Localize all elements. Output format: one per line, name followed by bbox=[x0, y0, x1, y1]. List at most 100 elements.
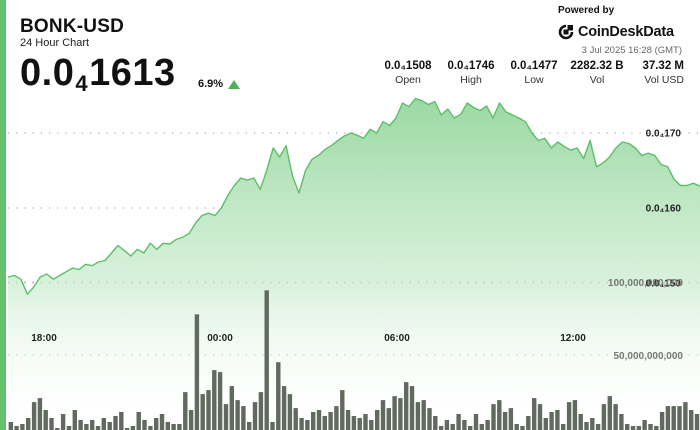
chart-subtitle: 24 Hour Chart bbox=[20, 37, 90, 49]
volume-bar bbox=[462, 420, 467, 430]
volume-bar bbox=[188, 410, 194, 430]
volume-bar bbox=[654, 426, 659, 430]
volume-layer bbox=[8, 290, 700, 430]
volume-bar bbox=[561, 424, 566, 430]
volume-bar bbox=[630, 426, 636, 430]
volume-bar bbox=[200, 394, 205, 430]
volume-bar bbox=[380, 400, 386, 430]
volume-bar bbox=[183, 392, 188, 430]
stat-value: 2282.32 B bbox=[570, 60, 624, 72]
y-tick-label: 0.0₄170 bbox=[646, 129, 682, 140]
stat-value: 0.0₄1508 bbox=[384, 60, 432, 72]
volume-bar bbox=[159, 414, 165, 430]
volume-bar bbox=[293, 408, 298, 430]
volume-bar bbox=[217, 372, 223, 430]
volume-bar bbox=[43, 410, 48, 430]
volume-bar bbox=[142, 420, 147, 430]
volume-bar bbox=[84, 424, 89, 430]
volume-bar bbox=[363, 414, 368, 430]
volume-bar bbox=[26, 418, 31, 430]
volume-bar bbox=[613, 404, 618, 430]
volume-bar bbox=[392, 396, 397, 430]
volume-bar bbox=[456, 414, 461, 430]
volume-bar bbox=[532, 398, 537, 430]
volume-bar bbox=[491, 404, 496, 430]
volume-bar bbox=[281, 386, 287, 430]
stat-open: 0.0₄1508 Open bbox=[384, 60, 431, 86]
volume-bar bbox=[520, 426, 525, 430]
volume-bar bbox=[247, 422, 252, 430]
volume-bar bbox=[334, 406, 339, 430]
powered-by: Powered by bbox=[558, 5, 615, 16]
stat-high: 0.0₄1746 High bbox=[447, 60, 494, 86]
volume-bar bbox=[537, 404, 543, 430]
volume-bar bbox=[311, 412, 316, 430]
stat-label: Vol bbox=[589, 74, 605, 86]
volume-bar bbox=[450, 424, 455, 430]
volume-bar bbox=[340, 390, 345, 430]
price-area bbox=[8, 98, 700, 430]
volume-bar bbox=[375, 410, 380, 430]
volume-bar bbox=[241, 406, 246, 430]
volume-bar bbox=[625, 424, 630, 430]
volume-bar bbox=[409, 386, 415, 430]
stat-low: 0.0₄1477 Low bbox=[510, 60, 557, 86]
volume-bar bbox=[473, 414, 479, 430]
price-change: 6.9% bbox=[198, 78, 224, 90]
x-tick-label: 06:00 bbox=[384, 333, 410, 344]
pair-title: BONK-USD bbox=[20, 16, 124, 37]
volume-bar bbox=[386, 408, 391, 430]
volume-bar bbox=[136, 412, 141, 430]
volume-tick-label: 50,000,000,000 bbox=[613, 351, 683, 362]
volume-bar bbox=[369, 420, 374, 430]
volume-bar bbox=[212, 370, 217, 430]
volume-bar bbox=[572, 400, 578, 430]
stat-label: Vol USD bbox=[644, 74, 684, 86]
volume-bar bbox=[555, 410, 560, 430]
volume-bar bbox=[90, 420, 95, 430]
volume-bar bbox=[276, 362, 281, 430]
volume-bar bbox=[619, 414, 624, 430]
y-tick-label: 0.0₄160 bbox=[646, 204, 682, 215]
volume-bar bbox=[526, 416, 531, 430]
volume-bar bbox=[665, 406, 671, 430]
volume-bar bbox=[235, 400, 240, 430]
volume-bar bbox=[287, 394, 293, 430]
volume-bar bbox=[223, 404, 229, 430]
volume-bar bbox=[258, 392, 264, 430]
accent-bar bbox=[0, 0, 6, 430]
volume-bar bbox=[351, 416, 357, 430]
up-arrow-icon bbox=[228, 80, 240, 89]
volume-bar bbox=[55, 428, 60, 430]
volume-bar bbox=[107, 422, 112, 430]
volume-bar bbox=[37, 398, 43, 430]
volume-bar bbox=[584, 422, 589, 430]
price-line bbox=[7, 97, 700, 295]
volume-bar bbox=[514, 424, 519, 430]
volume-bar bbox=[31, 402, 37, 430]
volume-bar bbox=[95, 426, 101, 430]
volume-bar bbox=[421, 400, 426, 430]
volume-bar bbox=[566, 402, 572, 430]
volume-bar bbox=[345, 410, 351, 430]
volume-bar bbox=[404, 382, 409, 430]
volume-bar bbox=[398, 398, 403, 430]
stat-value: 37.32 M bbox=[642, 60, 684, 72]
volume-bar bbox=[636, 426, 641, 430]
volume-bar bbox=[78, 420, 83, 430]
volume-bar bbox=[206, 390, 211, 430]
volume-bar bbox=[148, 426, 153, 430]
brand-logo[interactable]: CoinDeskData bbox=[558, 22, 674, 42]
volume-bar bbox=[601, 404, 607, 430]
volume-bar bbox=[689, 410, 694, 430]
stat-value: 0.0₄1746 bbox=[447, 60, 495, 72]
volume-bar bbox=[415, 402, 421, 430]
volume-bar bbox=[683, 402, 688, 430]
volume-bar bbox=[485, 420, 490, 430]
volume-bar bbox=[72, 410, 77, 430]
stat-value: 0.0₄1477 bbox=[510, 60, 558, 72]
volume-bar bbox=[101, 418, 106, 430]
price-prefix: 0.0 bbox=[20, 52, 75, 94]
